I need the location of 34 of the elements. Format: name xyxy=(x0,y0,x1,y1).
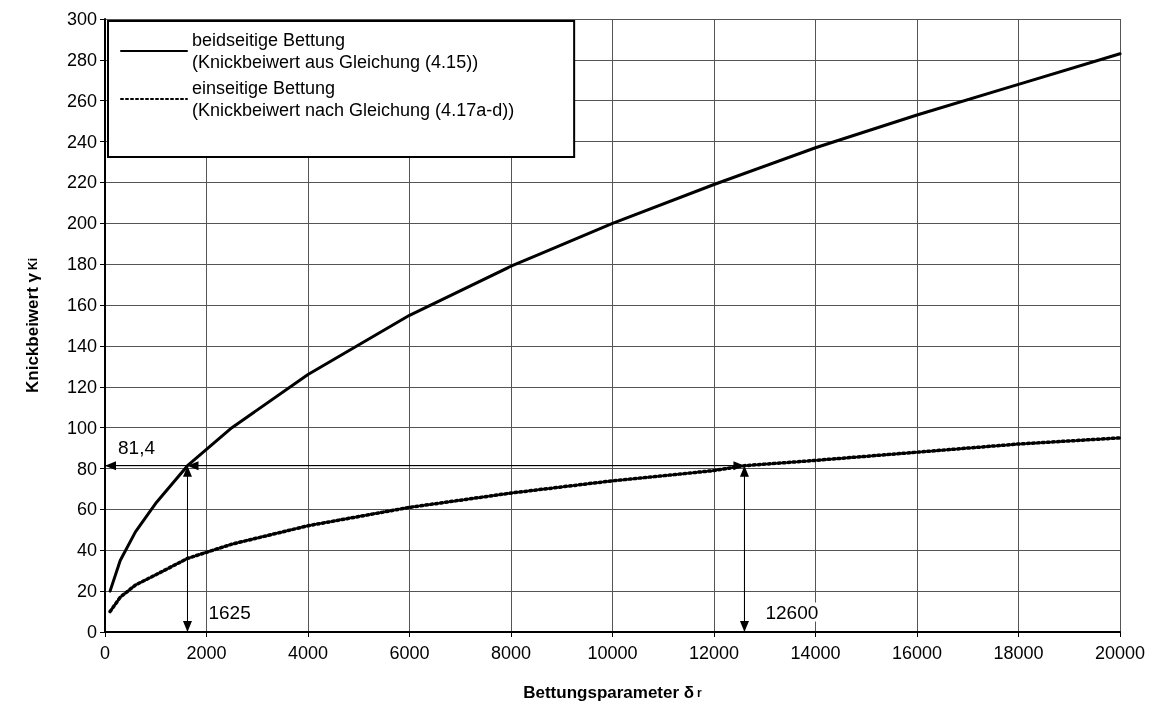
y-tick-label: 140 xyxy=(66,335,97,356)
y-tick-label: 300 xyxy=(66,9,97,29)
y-tick-label: 40 xyxy=(76,540,97,561)
legend-label: einseitige Bettung (Knickbeiwert nach Gleichung (4.17a-d)) xyxy=(192,78,515,120)
x-tick-label: 12000 xyxy=(688,643,740,663)
y-tick-label: 280 xyxy=(66,49,97,70)
x-tick-label: 10000 xyxy=(587,643,638,663)
y-tick-label: 100 xyxy=(66,417,97,438)
y-tick-label: 80 xyxy=(76,458,97,479)
y-tick-label: 20 xyxy=(76,581,97,602)
y-tick-label: 200 xyxy=(66,213,97,234)
x-tick-label: 18000 xyxy=(993,643,1044,663)
y-tick-label: 220 xyxy=(66,172,97,193)
x-tick-label: 20000 xyxy=(1094,643,1146,663)
y-axis-title: Knickbeiwert γKi xyxy=(23,258,42,393)
y-tick-label: 120 xyxy=(66,376,97,397)
x-tick-label: 4000 xyxy=(287,643,329,663)
y-tick-label: 0 xyxy=(86,622,97,642)
x-tick-label: 6000 xyxy=(389,643,430,663)
y-tick-label: 240 xyxy=(66,131,97,152)
y-tick-label: 160 xyxy=(66,295,97,316)
y-tick-label: 180 xyxy=(66,254,97,275)
x-tick-label: 16000 xyxy=(891,643,943,663)
ref-line-label: 1625 xyxy=(208,601,251,623)
x-tick-label: 0 xyxy=(99,643,111,663)
x-tick-label: 8000 xyxy=(490,643,532,663)
x-tick-label: 14000 xyxy=(790,643,841,663)
ref-line-label: 81,4 xyxy=(118,437,156,459)
y-tick-label: 260 xyxy=(66,90,97,111)
x-axis-title: Bettungsparameter δr xyxy=(523,683,703,702)
x-tick-label: 2000 xyxy=(186,643,227,663)
y-tick-label: 60 xyxy=(76,499,97,520)
legend-label: beidseitige Bettung (Knickbeiwert aus Gleichung (4.15)) xyxy=(192,30,479,72)
ref-line-label: 12600 xyxy=(765,601,819,623)
